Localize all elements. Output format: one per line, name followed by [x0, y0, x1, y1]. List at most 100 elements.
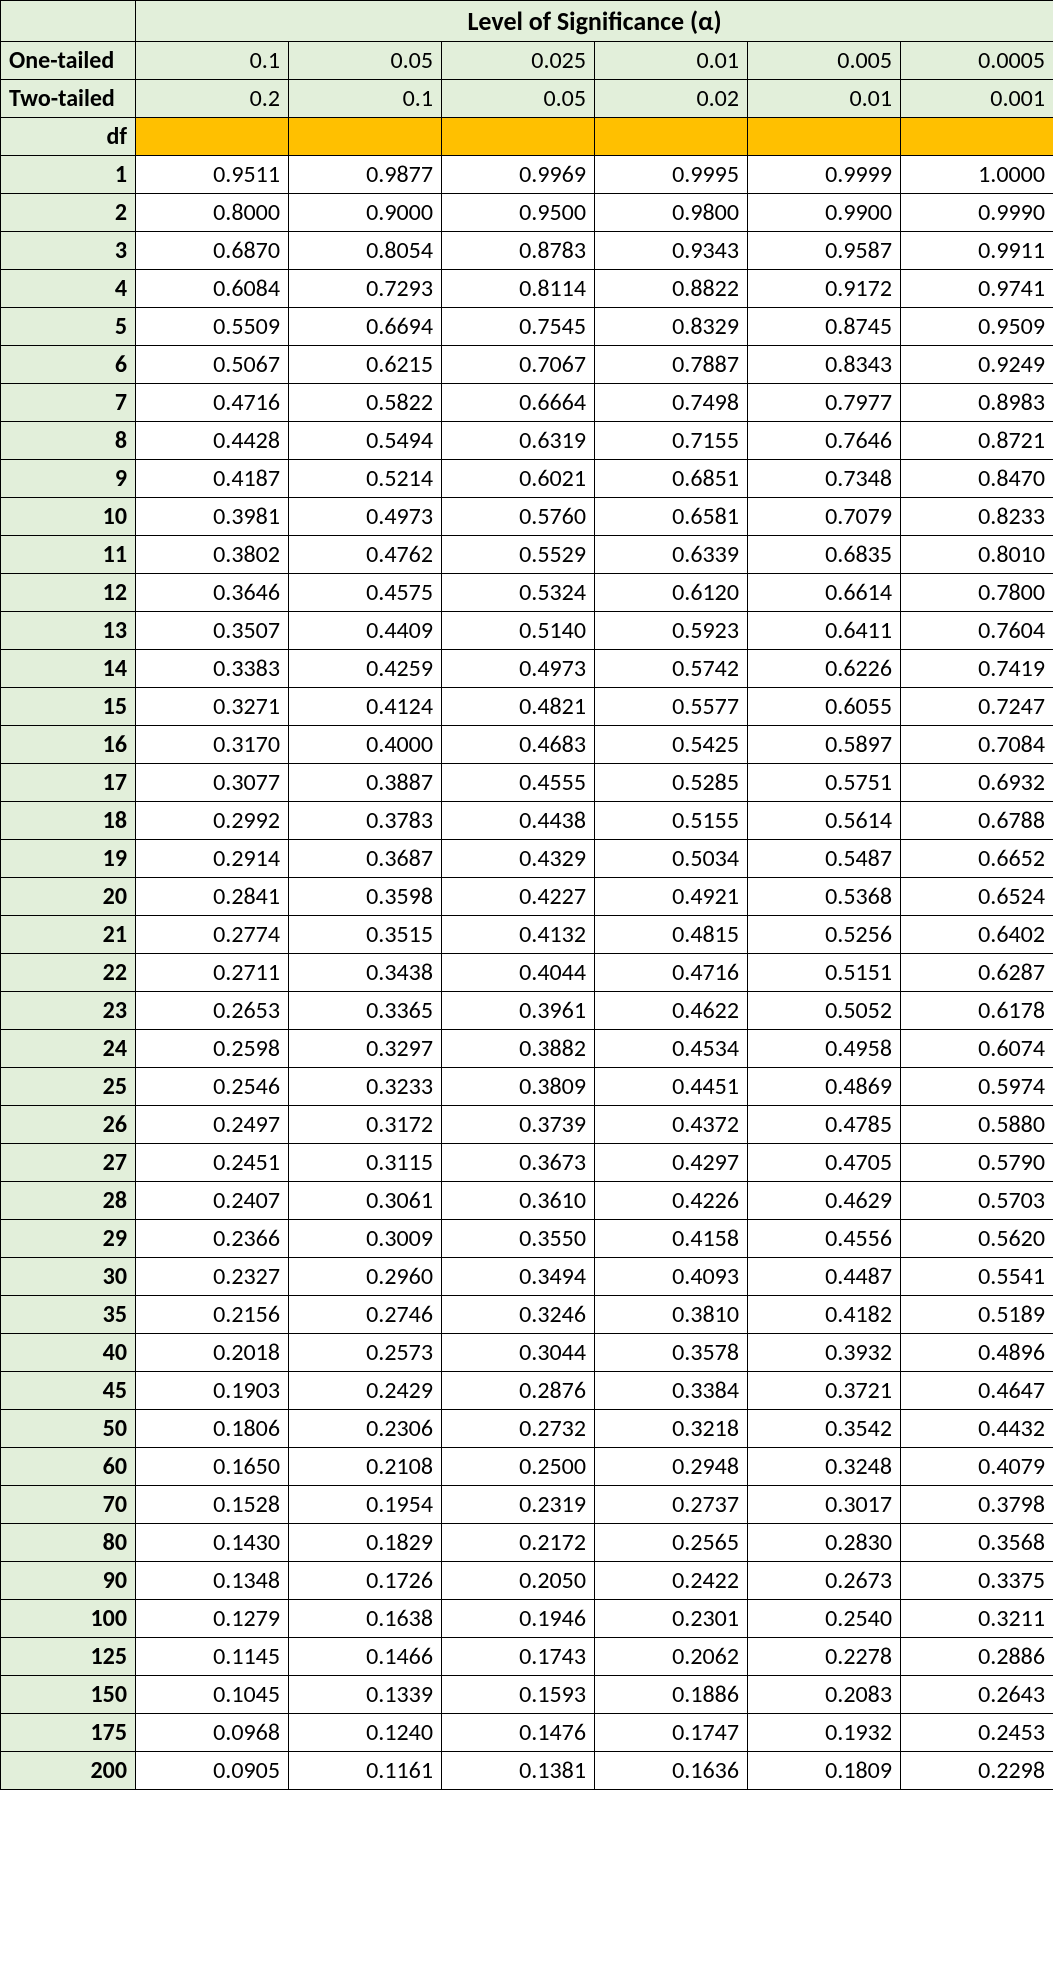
table-body: 10.95110.98770.99690.99950.99991.000020.… [1, 156, 1053, 1790]
value-cell: 0.4973 [442, 650, 595, 688]
value-cell: 0.5974 [901, 1068, 1053, 1106]
value-cell: 0.1348 [136, 1562, 289, 1600]
table-row: 170.30770.38870.45550.52850.57510.6932 [1, 764, 1053, 802]
value-cell: 0.1636 [595, 1752, 748, 1790]
value-cell: 0.4683 [442, 726, 595, 764]
df-cell: 12 [1, 574, 136, 612]
value-cell: 0.6788 [901, 802, 1053, 840]
value-cell: 0.2774 [136, 916, 289, 954]
value-cell: 0.9741 [901, 270, 1053, 308]
value-cell: 0.5368 [748, 878, 901, 916]
df-cell: 11 [1, 536, 136, 574]
table-row: 270.24510.31150.36730.42970.47050.5790 [1, 1144, 1053, 1182]
value-cell: 0.5790 [901, 1144, 1053, 1182]
value-cell: 0.2407 [136, 1182, 289, 1220]
value-cell: 0.4329 [442, 840, 595, 878]
value-cell: 0.9509 [901, 308, 1053, 346]
value-cell: 0.4487 [748, 1258, 901, 1296]
value-cell: 0.1381 [442, 1752, 595, 1790]
value-cell: 0.1430 [136, 1524, 289, 1562]
table-row: 180.29920.37830.44380.51550.56140.6788 [1, 802, 1053, 840]
one-tailed-alpha: 0.025 [442, 42, 595, 80]
table-row: 260.24970.31720.37390.43720.47850.5880 [1, 1106, 1053, 1144]
df-cell: 45 [1, 1372, 136, 1410]
value-cell: 0.3810 [595, 1296, 748, 1334]
value-cell: 0.4973 [289, 498, 442, 536]
two-tailed-row: Two-tailed 0.2 0.1 0.05 0.02 0.01 0.001 [1, 80, 1053, 118]
value-cell: 0.6226 [748, 650, 901, 688]
df-cell: 4 [1, 270, 136, 308]
value-cell: 0.1045 [136, 1676, 289, 1714]
value-cell: 0.6932 [901, 764, 1053, 802]
table-row: 220.27110.34380.40440.47160.51510.6287 [1, 954, 1053, 992]
table-row: 280.24070.30610.36100.42260.46290.5703 [1, 1182, 1053, 1220]
table-row: 110.38020.47620.55290.63390.68350.8010 [1, 536, 1053, 574]
value-cell: 0.5614 [748, 802, 901, 840]
value-cell: 0.7887 [595, 346, 748, 384]
value-cell: 0.3233 [289, 1068, 442, 1106]
value-cell: 0.8114 [442, 270, 595, 308]
value-cell: 0.5285 [595, 764, 748, 802]
value-cell: 0.2108 [289, 1448, 442, 1486]
value-cell: 0.1279 [136, 1600, 289, 1638]
value-cell: 0.3384 [595, 1372, 748, 1410]
two-tailed-alpha: 0.2 [136, 80, 289, 118]
df-cell: 90 [1, 1562, 136, 1600]
value-cell: 0.4079 [901, 1448, 1053, 1486]
value-cell: 0.1932 [748, 1714, 901, 1752]
value-cell: 0.7498 [595, 384, 748, 422]
value-cell: 0.4438 [442, 802, 595, 840]
df-cell: 40 [1, 1334, 136, 1372]
value-cell: 0.9249 [901, 346, 1053, 384]
value-cell: 0.9900 [748, 194, 901, 232]
value-cell: 0.2711 [136, 954, 289, 992]
df-cell: 50 [1, 1410, 136, 1448]
value-cell: 0.3887 [289, 764, 442, 802]
table-row: 900.13480.17260.20500.24220.26730.3375 [1, 1562, 1053, 1600]
value-cell: 0.7348 [748, 460, 901, 498]
value-cell: 0.1161 [289, 1752, 442, 1790]
value-cell: 0.5541 [901, 1258, 1053, 1296]
value-cell: 0.3798 [901, 1486, 1053, 1524]
value-cell: 0.8054 [289, 232, 442, 270]
value-cell: 0.6084 [136, 270, 289, 308]
table-row: 450.19030.24290.28760.33840.37210.4647 [1, 1372, 1053, 1410]
value-cell: 0.3882 [442, 1030, 595, 1068]
value-cell: 0.4093 [595, 1258, 748, 1296]
value-cell: 0.6870 [136, 232, 289, 270]
value-cell: 0.6652 [901, 840, 1053, 878]
value-cell: 0.3172 [289, 1106, 442, 1144]
value-cell: 0.2737 [595, 1486, 748, 1524]
value-cell: 0.7155 [595, 422, 748, 460]
df-cell: 14 [1, 650, 136, 688]
table-row: 130.35070.44090.51400.59230.64110.7604 [1, 612, 1053, 650]
value-cell: 0.1743 [442, 1638, 595, 1676]
df-cell: 1 [1, 156, 136, 194]
value-cell: 0.4428 [136, 422, 289, 460]
df-cell: 18 [1, 802, 136, 840]
value-cell: 0.6178 [901, 992, 1053, 1030]
value-cell: 0.4575 [289, 574, 442, 612]
value-cell: 0.3248 [748, 1448, 901, 1486]
value-cell: 0.4785 [748, 1106, 901, 1144]
value-cell: 0.4716 [136, 384, 289, 422]
value-cell: 0.8000 [136, 194, 289, 232]
df-cell: 9 [1, 460, 136, 498]
value-cell: 0.2301 [595, 1600, 748, 1638]
value-cell: 0.2451 [136, 1144, 289, 1182]
value-cell: 0.3981 [136, 498, 289, 536]
value-cell: 0.9969 [442, 156, 595, 194]
table-row: 120.36460.45750.53240.61200.66140.7800 [1, 574, 1053, 612]
value-cell: 0.2746 [289, 1296, 442, 1334]
value-cell: 0.6411 [748, 612, 901, 650]
df-cell: 22 [1, 954, 136, 992]
value-cell: 0.3115 [289, 1144, 442, 1182]
table-row: 300.23270.29600.34940.40930.44870.5541 [1, 1258, 1053, 1296]
value-cell: 0.4896 [901, 1334, 1053, 1372]
value-cell: 0.1650 [136, 1448, 289, 1486]
one-tailed-alpha: 0.05 [289, 42, 442, 80]
one-tailed-alpha: 0.0005 [901, 42, 1053, 80]
value-cell: 0.3578 [595, 1334, 748, 1372]
df-cell: 26 [1, 1106, 136, 1144]
value-cell: 0.1638 [289, 1600, 442, 1638]
